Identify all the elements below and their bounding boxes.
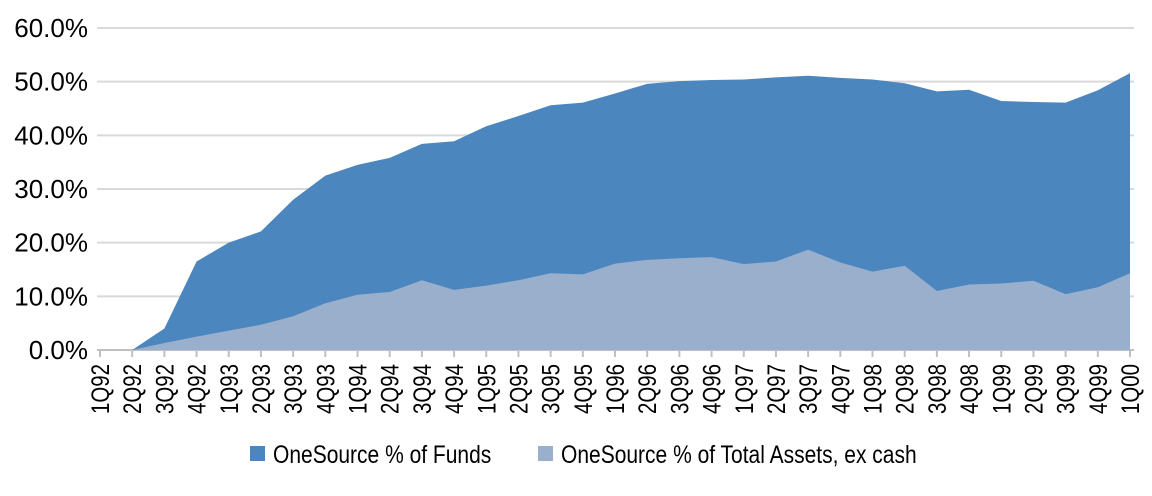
x-axis-label: 4Q96	[699, 364, 727, 414]
x-axis-label: 2Q96	[634, 364, 662, 414]
legend-label-assets: OneSource % of Total Assets, ex cash	[561, 441, 917, 469]
x-axis-label: 4Q98	[956, 364, 984, 414]
x-axis-label: 2Q97	[763, 364, 791, 414]
legend-label-funds: OneSource % of Funds	[273, 441, 492, 469]
x-axis-label: 2Q92	[119, 364, 147, 414]
x-axis-label: 1Q95	[473, 364, 501, 414]
y-axis-label: 10.0%	[14, 281, 88, 311]
x-axis-label: 4Q92	[184, 364, 212, 414]
x-axis-label: 1Q98	[860, 364, 888, 414]
x-axis-label: 3Q98	[924, 364, 952, 414]
legend-item-funds: OneSource % of Funds	[250, 441, 533, 469]
y-axis-label: 40.0%	[14, 120, 88, 150]
x-axis-label: 1Q94	[345, 364, 373, 414]
x-axis-label: 1Q93	[216, 364, 244, 414]
x-axis-label: 1Q00	[1117, 364, 1145, 414]
x-axis-label: 1Q97	[731, 364, 759, 414]
x-axis-label: 3Q97	[795, 364, 823, 414]
x-axis-label: 4Q94	[441, 364, 469, 414]
x-axis-label: 3Q95	[538, 364, 566, 414]
x-axis-label: 2Q93	[248, 364, 276, 414]
y-axis-label: 20.0%	[14, 228, 88, 258]
y-axis-label: 50.0%	[14, 67, 88, 97]
legend-swatch-assets-icon	[538, 446, 553, 461]
x-axis-label: 2Q94	[377, 364, 405, 414]
x-axis-label: 2Q98	[892, 364, 920, 414]
x-axis-label: 3Q93	[280, 364, 308, 414]
x-axis-label: 4Q99	[1085, 364, 1113, 414]
x-axis-label: 3Q94	[409, 364, 437, 414]
legend-item-assets: OneSource % of Total Assets, ex cash	[538, 441, 984, 469]
x-axis-label: 2Q95	[505, 364, 533, 414]
x-axis-label: 3Q92	[151, 364, 179, 414]
x-axis-label: 3Q99	[1053, 364, 1081, 414]
legend-swatch-funds-icon	[250, 446, 265, 461]
x-axis-label: 4Q97	[827, 364, 855, 414]
x-axis-label: 1Q96	[602, 364, 630, 414]
y-axis-label: 30.0%	[14, 174, 88, 204]
y-axis-label: 60.0%	[14, 13, 88, 43]
x-axis-label: 4Q95	[570, 364, 598, 414]
area-series-assets	[100, 249, 1130, 350]
x-axis-label: 1Q92	[87, 364, 115, 414]
x-axis-label: 1Q99	[988, 364, 1016, 414]
x-axis-label: 2Q99	[1020, 364, 1048, 414]
y-axis-label: 0.0%	[29, 335, 88, 365]
x-axis-label: 3Q96	[666, 364, 694, 414]
x-axis-label: 4Q93	[312, 364, 340, 414]
